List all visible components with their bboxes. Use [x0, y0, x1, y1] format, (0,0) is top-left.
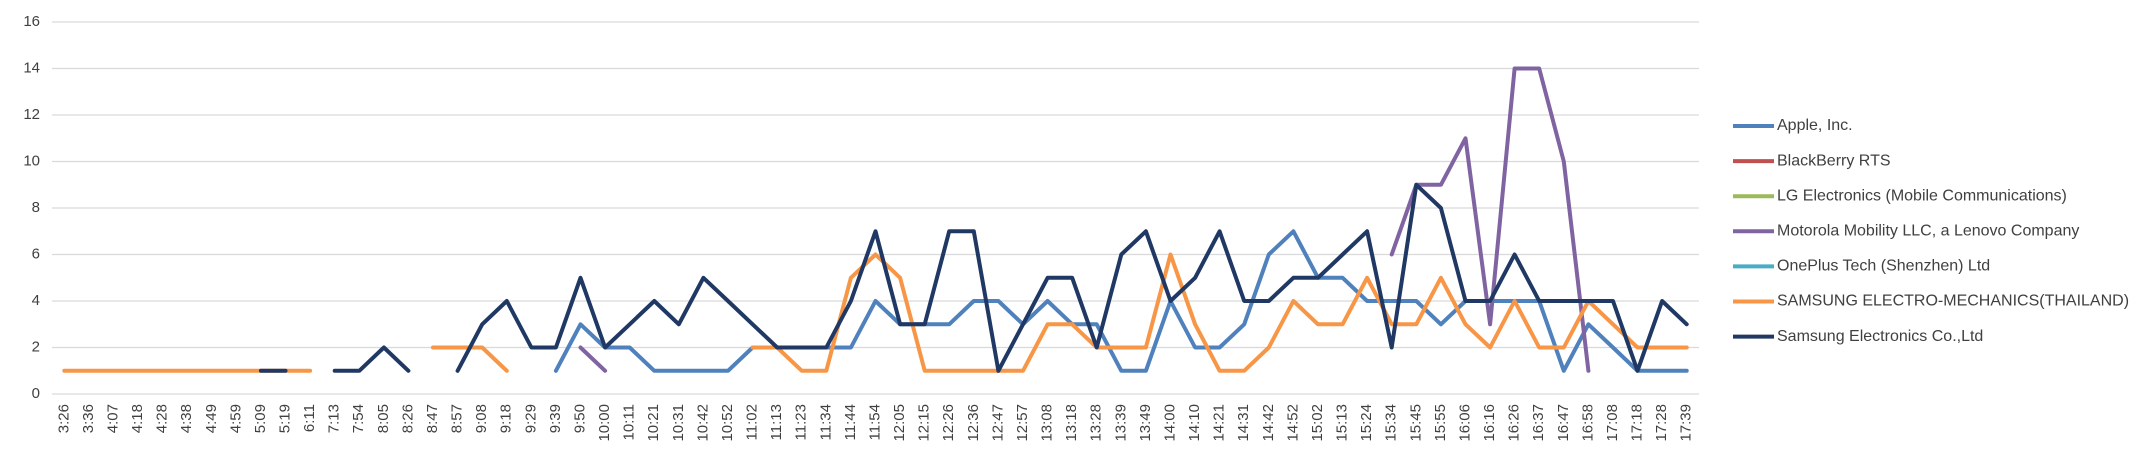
- x-tick-label: 10:52: [719, 404, 736, 442]
- x-tick-label: 16:58: [1579, 404, 1596, 442]
- y-tick-label: 4: [32, 292, 40, 309]
- x-tick-label: 12:15: [916, 404, 933, 442]
- x-tick-label: 10:00: [596, 404, 613, 442]
- x-tick-label: 16:16: [1481, 404, 1498, 442]
- x-tick-label: 4:59: [227, 404, 244, 433]
- x-tick-label: 11:34: [817, 404, 834, 440]
- x-tick-label: 9:50: [571, 404, 588, 433]
- x-tick-label: 4:49: [203, 404, 220, 433]
- x-tick-label: 15:24: [1358, 404, 1375, 442]
- x-tick-label: 9:18: [498, 404, 515, 433]
- x-tick-label: 16:06: [1456, 404, 1473, 442]
- x-tick-label: 15:34: [1383, 404, 1400, 442]
- y-tick-label: 14: [23, 59, 40, 76]
- x-tick-label: 10:21: [645, 404, 662, 442]
- x-tick-label: 12:57: [1014, 404, 1031, 442]
- x-tick-label: 11:54: [866, 404, 883, 440]
- x-tick-label: 3:26: [55, 404, 72, 433]
- x-tick-label: 13:08: [1039, 404, 1056, 442]
- x-tick-label: 12:26: [940, 404, 957, 442]
- x-tick-label: 15:55: [1432, 404, 1449, 442]
- x-tick-label: 14:52: [1284, 404, 1301, 442]
- x-tick-label: 4:18: [129, 404, 146, 433]
- x-tick-label: 3:36: [80, 404, 97, 433]
- x-tick-label: 17:39: [1678, 404, 1695, 442]
- legend-label: Motorola Mobility LLC, a Lenovo Company: [1777, 223, 2079, 240]
- legend-label: OnePlus Tech (Shenzhen) Ltd: [1777, 258, 1990, 275]
- x-tick-label: 12:36: [965, 404, 982, 442]
- x-tick-label: 15:13: [1334, 404, 1351, 442]
- x-tick-label: 11:02: [744, 404, 761, 440]
- x-tick-label: 5:19: [276, 404, 293, 433]
- x-tick-label: 4:38: [178, 404, 195, 433]
- x-tick-label: 14:21: [1211, 404, 1228, 442]
- series-line: [578, 66, 1591, 373]
- x-tick-label: 14:10: [1186, 404, 1203, 442]
- x-tick-label: 16:47: [1555, 404, 1572, 442]
- x-tick-label: 10:31: [670, 404, 687, 442]
- x-tick-label: 13:28: [1088, 404, 1105, 442]
- legend-label: LG Electronics (Mobile Communications): [1777, 187, 2067, 204]
- x-tick-label: 13:18: [1063, 404, 1080, 442]
- x-tick-label: 11:23: [793, 404, 810, 440]
- x-tick-label: 16:26: [1506, 404, 1523, 442]
- x-tick-label: 17:18: [1629, 404, 1646, 442]
- x-tick-label: 17:08: [1604, 404, 1621, 442]
- legend-label: BlackBerry RTS: [1777, 152, 1891, 169]
- x-tick-label: 14:00: [1161, 404, 1178, 442]
- y-tick-label: 0: [32, 385, 40, 402]
- x-tick-label: 12:05: [891, 404, 908, 442]
- y-tick-label: 12: [23, 106, 40, 123]
- x-tick-label: 7:54: [350, 404, 367, 433]
- x-tick-label: 8:05: [375, 404, 392, 433]
- y-tick-label: 8: [32, 199, 40, 216]
- x-tick-label: 11:13: [768, 404, 785, 440]
- x-tick-label: 17:28: [1653, 404, 1670, 442]
- x-tick-label: 9:29: [522, 404, 539, 433]
- x-tick-label: 12:47: [989, 404, 1006, 442]
- x-tick-label: 16:37: [1530, 404, 1547, 442]
- x-tick-label: 8:26: [399, 404, 416, 433]
- x-tick-label: 13:39: [1112, 404, 1129, 442]
- series-line: [553, 229, 1689, 373]
- x-tick-label: 7:13: [326, 404, 343, 433]
- x-tick-label: 11:44: [842, 404, 859, 440]
- legend-label: SAMSUNG ELECTRO-MECHANICS(THAILAND): [1777, 293, 2129, 310]
- x-tick-label: 5:09: [252, 404, 269, 433]
- y-tick-label: 2: [32, 338, 40, 355]
- x-tick-label: 8:47: [424, 404, 441, 433]
- x-tick-label: 4:07: [104, 404, 121, 433]
- x-tick-label: 10:42: [694, 404, 711, 442]
- x-tick-label: 8:57: [449, 404, 466, 433]
- legend-label: Apple, Inc.: [1777, 117, 1853, 134]
- x-tick-label: 9:39: [547, 404, 564, 433]
- x-tick-label: 13:49: [1137, 404, 1154, 442]
- series-line: [62, 252, 1689, 373]
- x-tick-label: 6:11: [301, 404, 318, 432]
- y-tick-label: 10: [23, 152, 40, 169]
- x-tick-label: 15:45: [1407, 404, 1424, 442]
- x-tick-label: 9:08: [473, 404, 490, 433]
- x-tick-label: 15:02: [1309, 404, 1326, 442]
- legend-label: Samsung Electronics Co.,Ltd: [1777, 328, 1983, 345]
- series-line: [258, 182, 1689, 373]
- x-tick-label: 14:31: [1235, 404, 1252, 442]
- x-tick-label: 14:42: [1260, 404, 1277, 442]
- y-tick-label: 16: [23, 13, 40, 30]
- x-tick-label: 10:11: [621, 404, 638, 440]
- x-tick-label: 4:28: [154, 404, 171, 433]
- y-tick-label: 6: [32, 245, 40, 262]
